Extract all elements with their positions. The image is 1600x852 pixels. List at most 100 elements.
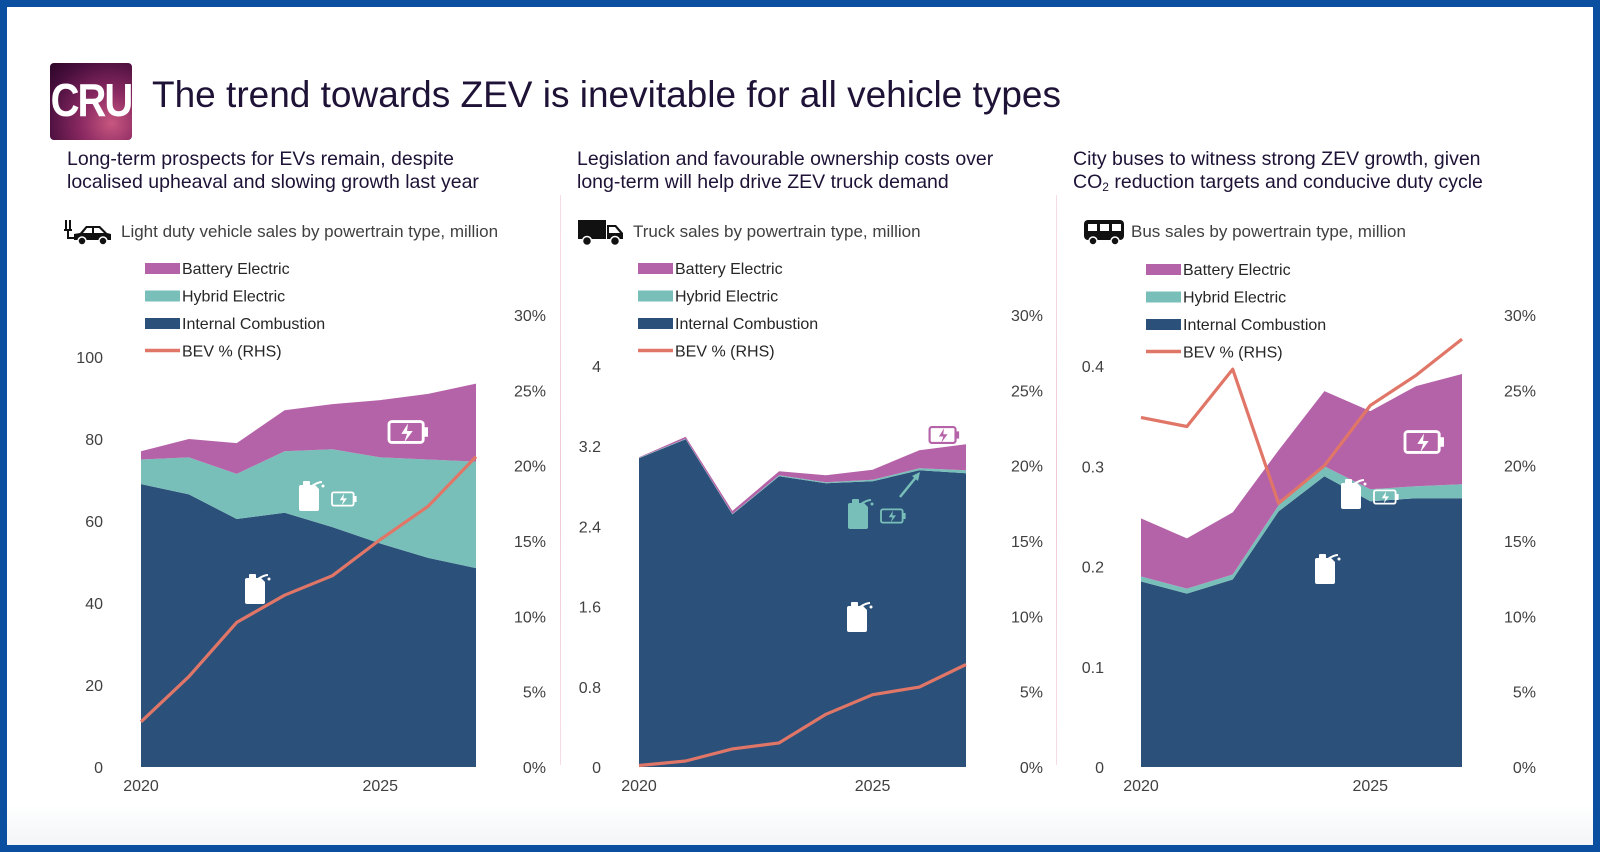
page-title: The trend towards ZEV is inevitable for …: [152, 74, 1061, 115]
y-tick-label: 0: [592, 760, 601, 777]
hybrid-fuel-can-icon: [1341, 479, 1367, 509]
legend-swatch: [638, 318, 673, 329]
bus-icon: [1084, 220, 1124, 246]
legend-swatch: [638, 290, 673, 302]
hybrid-fuel-can-icon: [299, 481, 325, 511]
legend-label: BEV % (RHS): [1183, 345, 1283, 362]
area-internal-combustion: [639, 439, 966, 767]
y2-tick-label: 15%: [1011, 534, 1043, 551]
y-tick-label: 0: [94, 760, 103, 777]
fuel-can-icon: [245, 574, 271, 604]
y-tick-label: 0.4: [1082, 359, 1104, 376]
y-tick-label: 4: [592, 359, 601, 376]
y2-tick-label: 5%: [523, 685, 546, 702]
y2-tick-label: 5%: [1513, 685, 1536, 702]
panel-divider-1: [560, 195, 561, 765]
legend-label: Battery Electric: [1183, 262, 1291, 279]
hybrid-battery-icon: [331, 491, 357, 507]
panel-1-subtitle: Long-term prospects for EVs remain, desp…: [67, 148, 537, 194]
area-internal-combustion: [1141, 476, 1462, 767]
hybrid-battery-icon: [1373, 489, 1399, 505]
y-tick-label: 0.3: [1082, 459, 1104, 476]
y2-tick-label: 0%: [1513, 760, 1536, 777]
y-tick-label: 60: [85, 514, 103, 531]
car-icon: [64, 220, 111, 246]
hybrid-battery-icon: [880, 508, 906, 524]
y-tick-label: 0: [1095, 760, 1104, 777]
y2-tick-label: 25%: [1504, 383, 1536, 400]
footer-band: [7, 805, 1593, 845]
y-tick-label: 80: [85, 432, 103, 449]
y2-tick-label: 30%: [514, 308, 546, 325]
legend-swatch: [145, 290, 180, 302]
logo-text: CRU: [50, 75, 134, 127]
area-internal-combustion: [141, 484, 476, 767]
y-tick-label: 0.2: [1082, 560, 1104, 577]
legend-swatch: [1146, 319, 1181, 330]
panel-3-subtitle: City buses to witness strong ZEV growth,…: [1073, 148, 1543, 194]
bev-share-line: [1140, 337, 1463, 505]
panel-3-subtitle-line2: CO2 reduction targets and conducive duty…: [1073, 171, 1543, 194]
y-tick-label: 2.4: [579, 519, 601, 536]
y-tick-label: 40: [85, 596, 103, 613]
legend-label: Battery Electric: [675, 261, 783, 278]
legend-label: Hybrid Electric: [1183, 290, 1286, 307]
bev-share-line: [139, 455, 478, 723]
hybrid-fuel-can-icon: [848, 499, 874, 529]
y2-tick-label: 5%: [1020, 685, 1043, 702]
x-tick-label: 2020: [123, 778, 159, 795]
y2-tick-label: 25%: [514, 383, 546, 400]
legend-label: BEV % (RHS): [675, 344, 775, 361]
x-tick-label: 2020: [621, 778, 657, 795]
bev-share-line: [638, 663, 967, 768]
y-tick-label: 20: [85, 678, 103, 695]
panel-3-chart-label: Bus sales by powertrain type, million: [1131, 222, 1406, 241]
legend-swatch: [1146, 291, 1181, 303]
legend-label: BEV % (RHS): [182, 344, 282, 361]
panel-2-subtitle-line2: long-term will help drive ZEV truck dema…: [577, 171, 949, 193]
y2-tick-label: 15%: [514, 534, 546, 551]
co2-subscript: 2: [1102, 180, 1109, 194]
y-tick-label: 3.2: [579, 439, 601, 456]
area-battery-electric: [1141, 374, 1462, 589]
hybrid-pointer-arrow: [899, 475, 918, 498]
panel-1-chart-label: Light duty vehicle sales by powertrain t…: [121, 222, 499, 241]
panel-divider-2: [1056, 195, 1057, 765]
y2-tick-label: 0%: [1020, 760, 1043, 777]
y-tick-label: 100: [76, 350, 103, 367]
battery-electric-icon: [387, 420, 428, 444]
y-tick-label: 0.8: [579, 680, 601, 697]
panel-3-subtitle-line2-rest: reduction targets and conducive duty cyc…: [1108, 171, 1483, 193]
x-tick-label: 2025: [855, 778, 891, 795]
panel-1-subtitle-line2: localised upheaval and slowing growth la…: [67, 171, 479, 193]
legend-label: Battery Electric: [182, 261, 290, 278]
panel-2-subtitle-line1: Legislation and favourable ownership cos…: [577, 148, 994, 170]
battery-electric-icon: [928, 426, 960, 445]
cru-logo: CRU: [50, 63, 134, 140]
y2-tick-label: 30%: [1011, 308, 1043, 325]
y2-tick-label: 20%: [514, 459, 546, 476]
y2-tick-label: 10%: [1504, 609, 1536, 626]
area-hybrid-electric: [639, 438, 966, 515]
y2-tick-label: 0%: [523, 760, 546, 777]
y-tick-label: 0.1: [1082, 660, 1104, 677]
legend-swatch: [145, 318, 180, 329]
legend-swatch: [1146, 264, 1181, 275]
y2-tick-label: 10%: [1011, 609, 1043, 626]
legend-label: Internal Combustion: [182, 316, 325, 333]
legend-label: Internal Combustion: [675, 316, 818, 333]
panel-2-chart-label: Truck sales by powertrain type, million: [633, 222, 921, 241]
co2-text: CO: [1073, 171, 1103, 193]
y2-tick-label: 30%: [1504, 308, 1536, 325]
area-hybrid-electric: [1141, 466, 1462, 594]
legend-label: Hybrid Electric: [182, 289, 285, 306]
y2-tick-label: 20%: [1011, 459, 1043, 476]
legend-label: Internal Combustion: [1183, 317, 1326, 334]
y2-tick-label: 10%: [514, 609, 546, 626]
y-tick-label: 1.6: [579, 600, 601, 617]
fuel-can-icon: [847, 602, 873, 632]
panel-1-subtitle-line1: Long-term prospects for EVs remain, desp…: [67, 148, 454, 170]
